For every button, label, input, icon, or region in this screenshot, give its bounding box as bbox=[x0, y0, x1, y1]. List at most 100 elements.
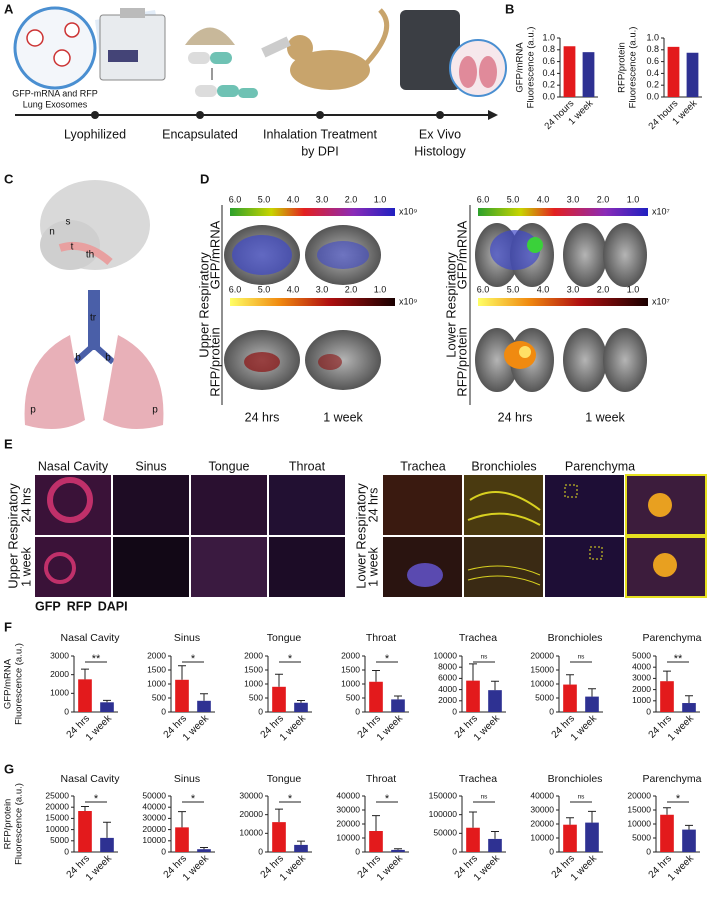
error-bar bbox=[469, 811, 477, 828]
error-bar bbox=[663, 807, 671, 815]
y-tick-label: 10000 bbox=[142, 835, 166, 845]
bar bbox=[294, 844, 308, 852]
error-bar bbox=[275, 673, 283, 687]
caption: Lung Exosomes bbox=[23, 99, 88, 109]
colorbar-tick: 6.0 bbox=[229, 284, 242, 294]
colorbar-tick: 3.0 bbox=[316, 194, 329, 204]
y-tick-label: 2000 bbox=[438, 695, 457, 705]
row-label: RFP/protein bbox=[207, 327, 222, 396]
tissue-title: Nasal Cavity bbox=[38, 459, 109, 473]
y-tick-label: 0 bbox=[549, 706, 554, 716]
y-tick-label: 10000 bbox=[336, 832, 360, 842]
error-bar bbox=[394, 848, 402, 850]
error-bar bbox=[663, 670, 671, 682]
tissue-title: Tongue bbox=[208, 459, 249, 473]
bar bbox=[585, 696, 599, 712]
y-tick-label: 15000 bbox=[530, 664, 554, 674]
significance-label: * bbox=[94, 793, 99, 805]
bar bbox=[686, 52, 699, 97]
chart-title: Nasal Cavity bbox=[61, 773, 121, 785]
y-tick-label: 0.0 bbox=[646, 91, 659, 101]
row-label: GFP/mRNA bbox=[207, 220, 222, 289]
colorbar-multiplier: x10⁷ bbox=[652, 206, 670, 216]
bar bbox=[175, 679, 189, 712]
colorbar-tick: 1.0 bbox=[374, 284, 387, 294]
error-bar bbox=[685, 695, 693, 704]
tissue-title: Trachea bbox=[400, 459, 445, 473]
y-axis-title: GFP/mRNA bbox=[515, 42, 526, 93]
y-tick-label: 50000 bbox=[142, 790, 166, 800]
error-bar bbox=[394, 695, 402, 700]
legend-text: RFP bbox=[67, 599, 92, 613]
bar bbox=[488, 690, 502, 712]
chart-title: Trachea bbox=[459, 773, 497, 785]
y-tick-label: 40000 bbox=[142, 801, 166, 811]
colorbar-multiplier: x10⁷ bbox=[652, 296, 670, 306]
bar bbox=[682, 703, 696, 712]
timeline-step: Histology bbox=[414, 144, 466, 158]
y-tick-label: 10000 bbox=[45, 824, 69, 834]
time-label: 1 week bbox=[585, 410, 625, 424]
y-tick-label: 0 bbox=[452, 706, 457, 716]
y-tick-label: 1000 bbox=[632, 695, 651, 705]
y-tick-label: 0 bbox=[646, 706, 651, 716]
y-tick-label: 0 bbox=[258, 846, 263, 856]
timeline-step: Inhalation Treatment bbox=[263, 127, 377, 141]
colorbar-tick: 5.0 bbox=[507, 194, 520, 204]
bar bbox=[78, 811, 92, 852]
colorbar-tick: 2.0 bbox=[345, 194, 358, 204]
y-tick-label: 1500 bbox=[341, 664, 360, 674]
region-label: Lower Respiratory bbox=[353, 483, 368, 589]
y-tick-label: 6000 bbox=[438, 673, 457, 683]
panel-label: F bbox=[4, 619, 12, 634]
bar bbox=[294, 702, 308, 712]
y-tick-label: 5000 bbox=[632, 832, 651, 842]
colorbar-tick: 1.0 bbox=[627, 284, 640, 294]
colorbar-tick: 4.0 bbox=[537, 284, 550, 294]
significance-label: * bbox=[385, 653, 390, 665]
y-tick-label: 3000 bbox=[632, 673, 651, 683]
panel-label: D bbox=[200, 171, 209, 186]
y-axis-title: Fluorescence (a.u.) bbox=[14, 643, 25, 725]
anatomy-label: s bbox=[66, 217, 71, 228]
colorbar-multiplier: x10⁹ bbox=[399, 296, 418, 306]
x-tick-label: 1 week bbox=[375, 853, 406, 884]
y-tick-label: 20000 bbox=[627, 790, 651, 800]
y-tick-label: 0 bbox=[646, 846, 651, 856]
colorbar-tick: 5.0 bbox=[258, 194, 271, 204]
x-tick-label: 1 week bbox=[181, 853, 212, 884]
y-tick-label: 25000 bbox=[45, 790, 69, 800]
bar bbox=[197, 849, 211, 852]
error-bar bbox=[372, 815, 380, 831]
time-label: 24 hrs bbox=[19, 488, 33, 523]
x-tick-label: 1 week bbox=[472, 853, 503, 884]
region-label: Upper Respiratory bbox=[196, 252, 211, 358]
y-tick-label: 40000 bbox=[336, 790, 360, 800]
y-tick-label: 0.2 bbox=[646, 80, 659, 90]
time-label: 1 week bbox=[323, 410, 363, 424]
x-tick-label: 1 week bbox=[666, 853, 697, 884]
chart-title: Bronchioles bbox=[548, 773, 603, 785]
panel-label: G bbox=[4, 761, 14, 776]
y-tick-label: 30000 bbox=[239, 790, 263, 800]
legend-text: DAPI bbox=[98, 599, 128, 613]
region-label: Upper Respiratory bbox=[5, 483, 20, 589]
error-bar bbox=[103, 699, 111, 703]
y-tick-label: 20000 bbox=[336, 818, 360, 828]
y-tick-label: 10000 bbox=[530, 832, 554, 842]
panel-label: E bbox=[4, 436, 13, 451]
y-tick-label: 2000 bbox=[341, 650, 360, 660]
colorbar-tick: 1.0 bbox=[374, 194, 387, 204]
row-label: GFP/mRNA bbox=[454, 220, 469, 289]
y-tick-label: 20000 bbox=[530, 818, 554, 828]
anatomy-label: p bbox=[30, 405, 36, 416]
legend-text: GFP bbox=[35, 599, 61, 613]
bar bbox=[369, 681, 383, 712]
timeline-step: Lyophilized bbox=[64, 127, 126, 141]
y-tick-label: 1000 bbox=[341, 678, 360, 688]
bar bbox=[466, 680, 480, 712]
chart-title: Parenchyma bbox=[643, 773, 702, 785]
x-tick-label: 1 week bbox=[84, 853, 115, 884]
tissue-title: Sinus bbox=[135, 459, 166, 473]
y-tick-label: 100000 bbox=[429, 809, 458, 819]
